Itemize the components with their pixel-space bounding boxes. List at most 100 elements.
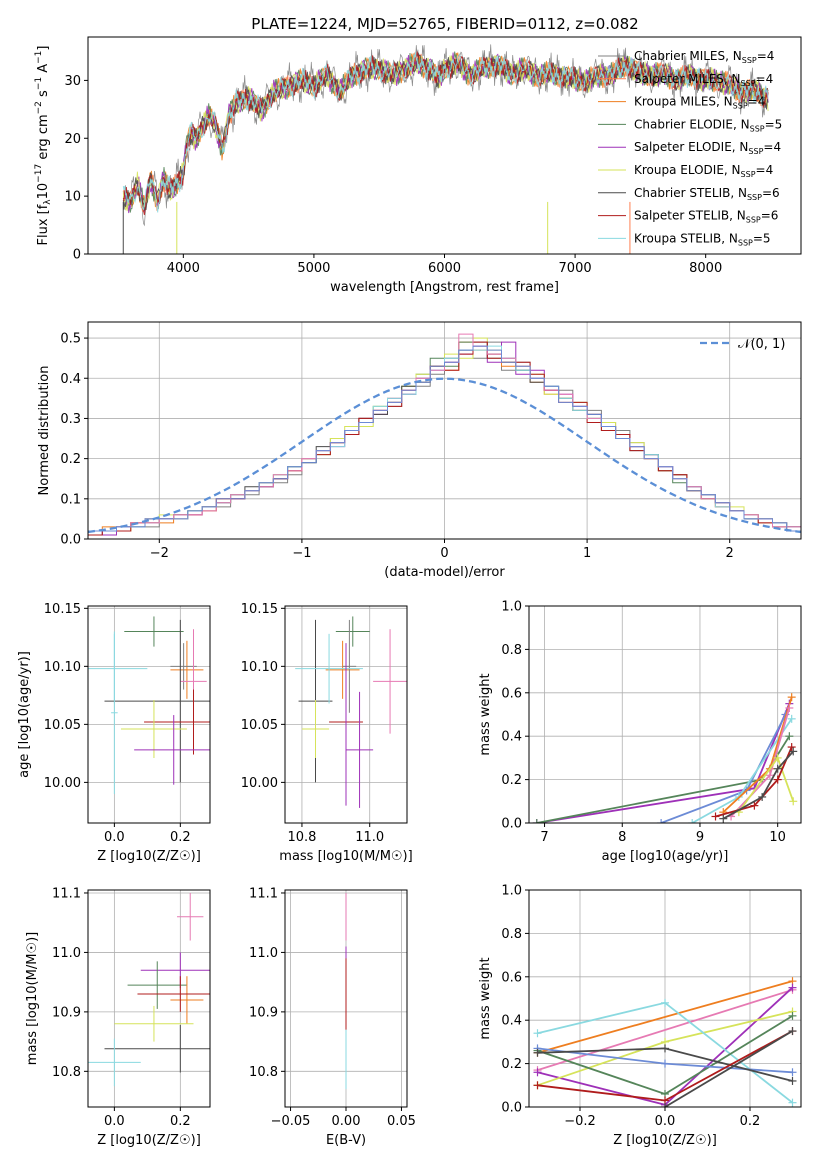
- series-line: [537, 980, 793, 1054]
- x-axis-label: age [log10(age/yr)]: [602, 849, 729, 864]
- x-axis-label: wavelength [Angstrom, rest frame]: [330, 280, 559, 295]
- legend-label: Kroupa ELODIE, NSSP=4: [634, 163, 773, 179]
- x-tick-label: −0.05: [271, 1114, 311, 1129]
- panel-mass-vs-ebv: −0.05 0.00 0.05 10.8 10.9 11.0 11.1 E(B-V): [249, 886, 416, 1148]
- histogram-step: [88, 345, 801, 532]
- panel-spectrum: 4000 5000 6000 7000 8000 0 10 20 30 wavelength [A…: [34, 36, 802, 295]
- y-tick-label: 10.15: [241, 602, 278, 617]
- x-tick-label: 8000: [689, 261, 722, 276]
- figure-title: PLATE=1224, MJD=52765, FIBERID=0112, z=0…: [251, 15, 638, 33]
- x-tick-label: 8: [618, 830, 626, 845]
- panel-mass-weight-vs-age: 7 8 9 10 0.0 0.2 0.4 0.6 0.8 1.0 age [log10(age/yr…: [478, 600, 802, 864]
- y-tick-label: 11.0: [249, 946, 278, 961]
- y-tick-label: 10.05: [241, 718, 278, 733]
- panel-mass-weight-vs-z: −0.2 0.0 0.2 0.0 0.2 0.4 0.6 0.8 1.0 Z [log10(Z/Z…: [478, 884, 802, 1148]
- y-tick-label: 0.8: [501, 643, 522, 658]
- x-tick-label: 10.8: [287, 830, 316, 845]
- y-tick-label: 0.0: [501, 817, 522, 832]
- x-tick-label: −1: [292, 546, 311, 561]
- panel-residuals: −2 −1 0 1 2 0.0 0.1 0.2 0.3 0.4 0.5 (data-model)/er…: [37, 321, 802, 580]
- x-tick-label: 0: [440, 546, 448, 561]
- plot-area: [88, 322, 801, 539]
- axes-frame: [87, 605, 211, 824]
- axes-frame: [284, 605, 408, 824]
- x-tick-label: 0.2: [740, 1114, 761, 1129]
- y-tick-label: 1.0: [501, 600, 522, 615]
- normal-curve: [88, 377, 801, 534]
- x-tick-label: 7000: [559, 261, 592, 276]
- x-tick-label: 2: [726, 546, 734, 561]
- y-axis-label: Normed distribution: [37, 366, 52, 496]
- y-axis-label: mass weight: [478, 957, 493, 1039]
- x-tick-label: 6000: [428, 261, 461, 276]
- y-axis-label: mass [log10(M/M☉)]: [25, 932, 40, 1065]
- x-tick-label: 11.0: [355, 830, 384, 845]
- y-tick-label: 10.9: [249, 1005, 278, 1020]
- y-tick-label: 10.10: [44, 660, 81, 675]
- y-tick-label: 0.3: [60, 412, 81, 427]
- legend-label: Chabrier MILES, NSSP=4: [634, 49, 774, 65]
- x-tick-label: 1: [583, 546, 591, 561]
- plot-area: [529, 890, 801, 1107]
- y-tick-label: 0.4: [501, 730, 522, 745]
- y-tick-label: 0.8: [501, 927, 522, 942]
- x-axis-label: mass [log10(M/M☉)]: [279, 849, 412, 864]
- x-axis-label: Z [log10(Z/Z☉)]: [97, 1133, 201, 1148]
- axes-frame: [87, 321, 802, 540]
- spectrum-line: [122, 51, 769, 213]
- y-tick-label: 0.2: [60, 452, 81, 467]
- legend-label: Kroupa STELIB, NSSP=5: [634, 231, 771, 247]
- y-axis-label: mass weight: [478, 673, 493, 755]
- panel-age-vs-z: 0.0 0.2 10.00 10.05 10.10 10.15 Z [log10(Z/Z☉)…: [17, 602, 211, 864]
- plot-area: [122, 44, 769, 254]
- y-tick-label: 0.4: [501, 1014, 522, 1029]
- legend-label: Kroupa MILES, NSSP=4: [634, 95, 765, 111]
- x-tick-label: 0.0: [104, 1114, 125, 1129]
- x-tick-label: −2: [150, 546, 169, 561]
- axes-frame: [87, 36, 802, 255]
- x-axis-label: E(B-V): [326, 1133, 366, 1148]
- series-line: [722, 750, 794, 820]
- y-tick-label: 10.15: [44, 602, 81, 617]
- y-tick-label: 11.1: [52, 886, 81, 901]
- y-tick-label: 10.9: [52, 1005, 81, 1020]
- legend-label: Salpeter ELODIE, NSSP=4: [634, 140, 781, 156]
- y-tick-label: 20: [64, 132, 81, 147]
- y-tick-label: 0.4: [60, 372, 81, 387]
- panel-age-vs-mass: 10.8 11.0 10.00 10.05 10.10 10.15 mass [log10(…: [241, 602, 413, 864]
- panel-mass-vs-z: 0.0 0.2 10.8 10.9 11.0 11.1 Z [log10(Z/Z☉)] mas…: [25, 886, 211, 1148]
- y-tick-label: 30: [64, 74, 81, 89]
- series-line: [715, 746, 793, 818]
- legend-label: Salpeter STELIB, NSSP=6: [634, 209, 778, 225]
- axes-frame: [528, 605, 802, 824]
- y-tick-label: 0.0: [60, 533, 81, 548]
- x-axis-label: Z [log10(Z/Z☉)]: [97, 849, 201, 864]
- y-tick-label: 0: [73, 248, 81, 263]
- y-tick-label: 0.1: [60, 492, 81, 507]
- y-tick-label: 0.2: [501, 1057, 522, 1072]
- x-tick-label: 0.2: [170, 830, 191, 845]
- y-tick-label: 10.05: [44, 718, 81, 733]
- series-line: [664, 1030, 793, 1107]
- x-tick-label: 0.05: [387, 1114, 416, 1129]
- x-tick-label: 9: [696, 830, 704, 845]
- y-axis-label: Flux [fλ10−17 erg cm−2 s−1 A−1]: [34, 46, 53, 246]
- y-tick-label: 0.0: [501, 1101, 522, 1116]
- x-tick-label: 0.0: [104, 830, 125, 845]
- legend-label: Salpeter MILES, NSSP=4: [634, 72, 773, 88]
- y-tick-label: 10.8: [52, 1065, 81, 1080]
- x-tick-label: 4000: [167, 261, 200, 276]
- legend-label: 𝒩(0, 1): [738, 337, 785, 352]
- y-tick-label: 10: [64, 190, 81, 205]
- x-tick-label: 0.2: [170, 1114, 191, 1129]
- y-tick-label: 0.6: [501, 970, 522, 985]
- axes-frame: [87, 889, 211, 1108]
- x-tick-label: −0.2: [564, 1114, 596, 1129]
- x-axis-label: (data-model)/error: [384, 565, 505, 580]
- legend-label: Chabrier STELIB, NSSP=6: [634, 186, 780, 202]
- y-tick-label: 10.8: [249, 1065, 278, 1080]
- x-tick-label: 0.0: [655, 1114, 676, 1129]
- y-tick-label: 11.1: [249, 886, 278, 901]
- y-tick-label: 0.2: [501, 773, 522, 788]
